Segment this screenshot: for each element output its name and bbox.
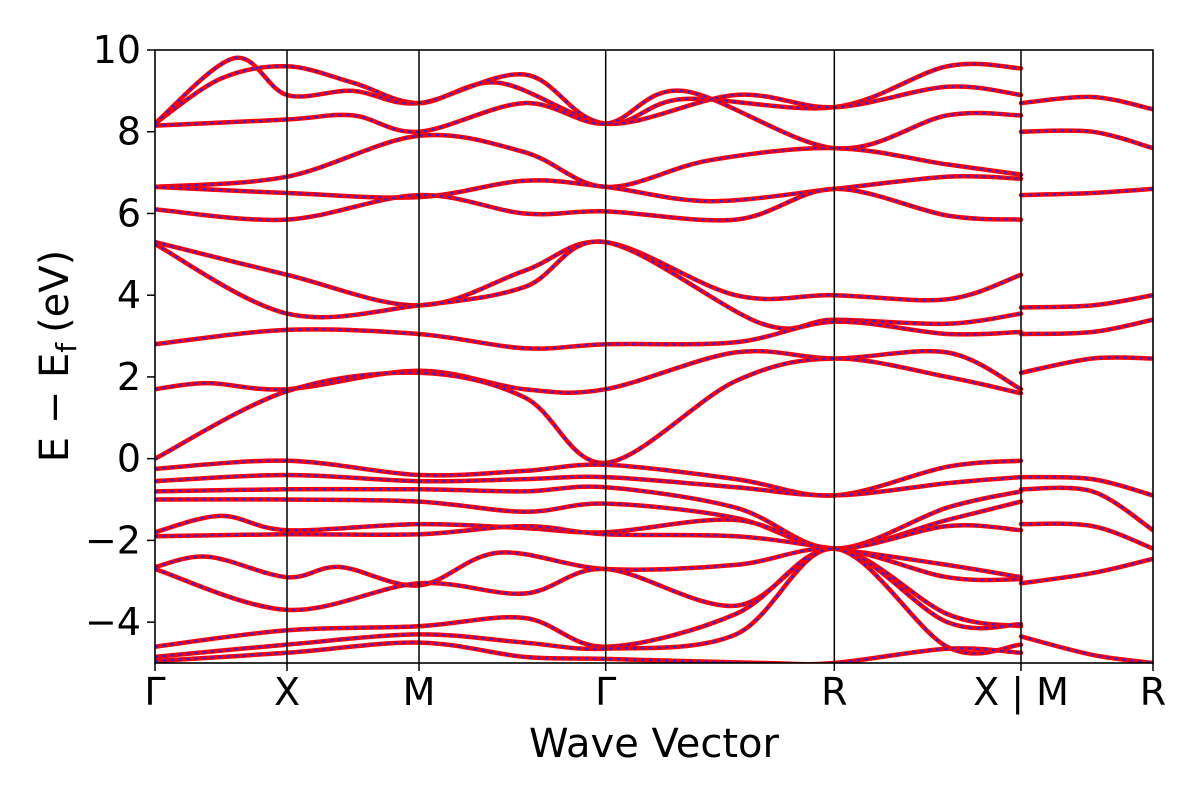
band-line-overlay-9 (155, 349, 1022, 394)
plot-frame (154, 49, 1154, 664)
band-line-overlay-20 (155, 547, 1022, 658)
y-tick-label: 4 (117, 273, 141, 317)
y-axis-label: E − Ef (eV) (32, 250, 83, 463)
band-line-overlay-11 (155, 459, 1022, 497)
x-tick-label: X (274, 670, 300, 714)
y-tick-label: 0 (117, 437, 141, 481)
x-tick-label: R (821, 670, 847, 714)
y-axis-label-main: E − E (32, 353, 78, 463)
band-line-0 (1018, 94, 1153, 112)
x-tick-label: X | M (973, 670, 1069, 715)
band-line-21 (155, 640, 1024, 663)
band-line-4 (1018, 186, 1153, 198)
band-line-9 (1018, 355, 1153, 376)
band-line-3 (155, 132, 1024, 190)
band-line-10 (155, 356, 1024, 466)
band-line-15 (1018, 521, 1153, 551)
band-line-9 (155, 348, 1024, 395)
band-line-overlay-3 (155, 133, 1022, 189)
y-tick-label: −2 (85, 518, 141, 562)
band-line-2 (1018, 128, 1153, 151)
band-line-overlay-2 (155, 89, 1022, 150)
y-tick-label: 8 (117, 110, 141, 154)
band-line-overlay-15 (1020, 522, 1153, 550)
band-line-6 (155, 239, 1024, 308)
x-tick-label: Γ (595, 670, 616, 714)
band-line-overlay-7 (155, 240, 1022, 330)
y-axis-label-unit: (eV) (32, 250, 78, 333)
band-line-0 (155, 61, 1024, 126)
band-line-16 (1018, 556, 1153, 586)
x-tick-label: R (1140, 670, 1166, 714)
band-line-overlay-19 (1020, 635, 1153, 663)
band-line-6 (1018, 292, 1153, 310)
band-line-overlay-9 (1020, 356, 1153, 374)
high-symmetry-lines (286, 50, 1022, 663)
band-line-12 (155, 472, 1024, 498)
band-line-overlay-13 (1020, 486, 1153, 532)
x-axis-label: Wave Vector (529, 721, 780, 767)
y-tick-label: 6 (117, 191, 141, 235)
band-line-7 (155, 239, 1024, 331)
band-line-overlay-4 (155, 175, 1022, 203)
band-line-19 (1018, 634, 1153, 663)
band-line-8 (155, 319, 1024, 351)
band-lines (155, 55, 1153, 663)
band-line-overlay-6 (155, 240, 1022, 307)
band-line-16 (155, 523, 1024, 580)
y-tick-label: −4 (85, 600, 141, 644)
y-axis-label-sub: f (50, 342, 83, 353)
band-line-overlay-10 (155, 357, 1022, 464)
y-axis-ticks: −4 −2 0 2 4 6 8 10 (85, 28, 155, 644)
y-tick-label: 2 (117, 355, 141, 399)
y-tick-label: 10 (93, 28, 141, 72)
x-axis-ticks: Γ X M Γ R X | M R (144, 663, 1166, 715)
x-tick-label: M (403, 670, 436, 714)
band-line-11 (1018, 474, 1153, 498)
band-line-overlay-17 (155, 547, 1022, 587)
band-line-overlay-1 (155, 56, 1022, 125)
x-tick-label: Γ (144, 670, 165, 714)
band-line-7 (1018, 317, 1153, 337)
band-line-overlay-15 (155, 514, 1022, 550)
